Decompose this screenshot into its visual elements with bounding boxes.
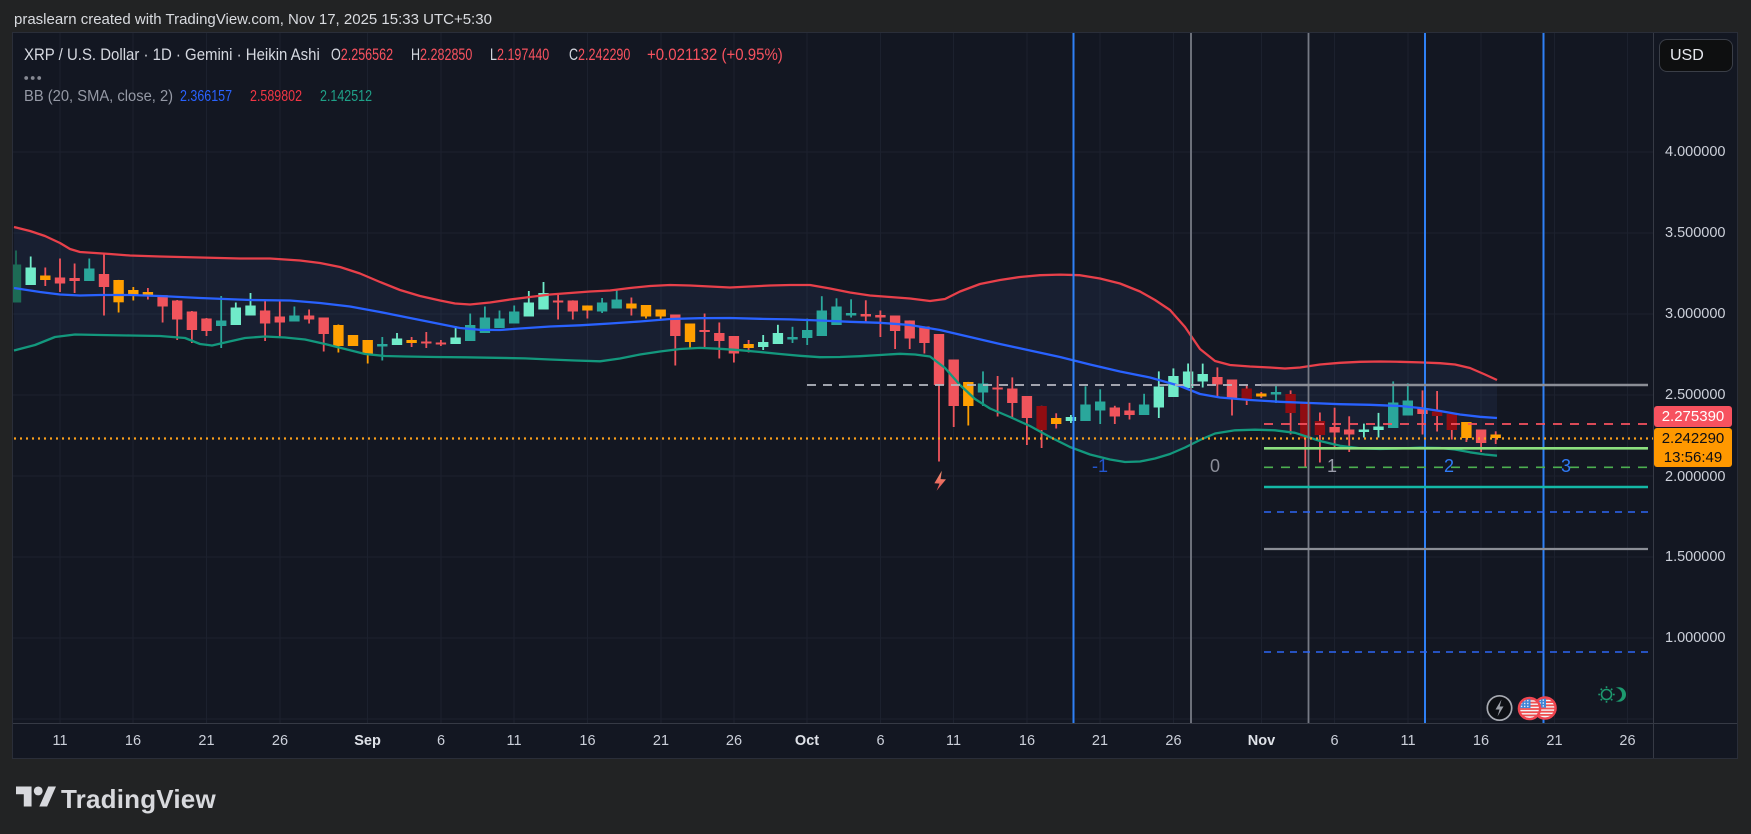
svg-text:0: 0 [1210,456,1220,476]
svg-text:2: 2 [1444,456,1454,476]
svg-text:-1: -1 [1092,456,1108,476]
svg-text:1: 1 [1327,456,1337,476]
svg-text:3: 3 [1561,456,1571,476]
